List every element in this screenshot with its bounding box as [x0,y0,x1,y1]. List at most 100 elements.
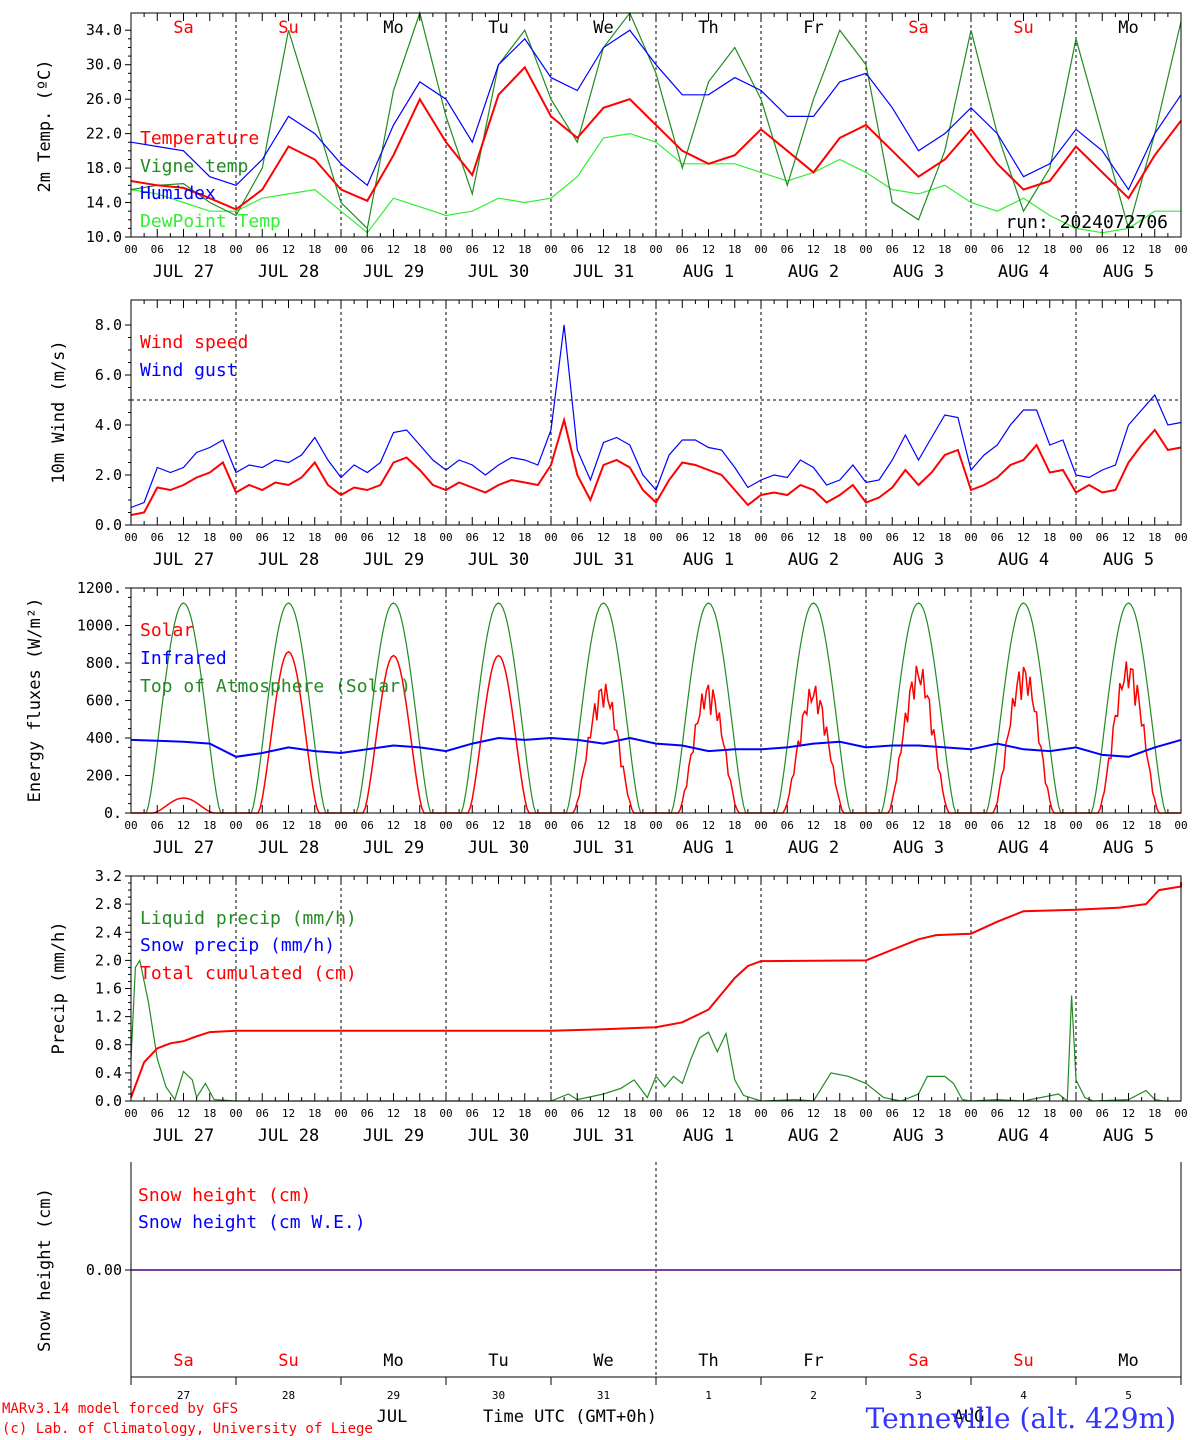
legend-snow-precip: Snow precip (mm/h) [140,935,335,956]
y-tick-label: 1.2 [95,1008,122,1026]
x-hour-label: 06 [676,531,689,544]
x-hour-label: 00 [649,819,662,832]
x-hour-label: 12 [912,531,925,544]
legend-vigne-temp: Vigne temp [140,156,248,177]
x-hour-label: 18 [413,531,426,544]
y-tick-label: 8.0 [95,316,122,334]
x-hour-label: 12 [387,1107,400,1120]
x-hour-label: 06 [151,243,164,256]
x-hour-label: 12 [912,819,925,832]
y-tick-label: 400. [86,729,122,747]
day-number-label: 1 [705,1389,712,1402]
x-hour-label: 18 [728,243,741,256]
x-hour-label: 18 [308,819,321,832]
y-tick-label: 1000. [77,617,122,635]
date-label: AUG 3 [893,550,944,570]
weekday-label-bottom: Th [698,1351,718,1371]
weekday-label-top: Mo [1118,18,1138,38]
x-hour-label: 00 [964,1107,977,1120]
x-hour-label: 00 [964,819,977,832]
date-label: AUG 5 [1103,262,1154,282]
x-hour-label: 12 [492,243,505,256]
temperature-panel: 2m Temp. (ºC) 10.0 14.0 18.0 22.0 26.0 30.0 34… [35,10,1188,282]
x-hour-label: 00 [1069,531,1082,544]
x-hour-label: 06 [151,1107,164,1120]
x-hour-label: 12 [177,531,190,544]
y-tick-label: 10.0 [86,228,122,246]
x-hour-label: 18 [728,819,741,832]
date-label: AUG 5 [1103,550,1154,570]
x-hour-label: 12 [492,1107,505,1120]
y-tick-label: 2.8 [95,895,122,913]
y-tick-label: 600. [86,692,122,710]
x-hour-label: 18 [518,531,531,544]
x-hour-label: 06 [991,243,1004,256]
x-hour-label: 00 [1069,243,1082,256]
date-label: AUG 1 [683,550,734,570]
model-credit: MARv3.14 model forced by GFS [2,1401,238,1417]
date-label: JUL 30 [468,838,529,858]
x-hour-label: 00 [439,243,452,256]
x-hour-label: 06 [256,531,269,544]
x-hour-label: 18 [413,819,426,832]
date-label: JUL 28 [258,1126,319,1146]
date-label: JUL 31 [573,550,634,570]
x-hour-label: 18 [1043,531,1056,544]
x-hour-label: 00 [334,819,347,832]
x-hour-label: 06 [466,531,479,544]
series-line-2 [130,29,1182,191]
energy-ylabel: Energy fluxes (W/m²) [25,598,45,803]
x-hour-label: 12 [597,1107,610,1120]
weekday-label-bottom: Mo [383,1351,403,1371]
day-number-label: 3 [915,1389,922,1402]
y-tick-label: 26.0 [86,90,122,108]
x-hour-label: 18 [518,243,531,256]
x-hour-label: 06 [466,243,479,256]
x-hour-label: 06 [151,819,164,832]
x-hour-label: 12 [702,1107,715,1120]
x-hour-label: 12 [807,1107,820,1120]
x-hour-label: 00 [334,1107,347,1120]
x-hour-label: 18 [623,819,636,832]
x-hour-label: 00 [544,1107,557,1120]
x-hour-label: 18 [938,819,951,832]
x-hour-label: 18 [1148,1107,1161,1120]
day-number-label: 5 [1125,1389,1132,1402]
date-label: AUG 5 [1103,1126,1154,1146]
date-label: JUL 28 [258,262,319,282]
x-hour-label: 06 [991,819,1004,832]
x-hour-label: 12 [1122,819,1135,832]
x-hour-label: 12 [387,243,400,256]
date-label: JUL 29 [363,838,424,858]
x-hour-label: 06 [256,243,269,256]
date-label: JUL 28 [258,838,319,858]
day-number-label: 27 [177,1389,190,1402]
y-tick-label: 2.0 [95,466,122,484]
date-label: AUG 3 [893,262,944,282]
x-hour-label: 00 [229,531,242,544]
x-hour-label: 06 [1096,531,1109,544]
date-label: AUG 1 [683,838,734,858]
x-hour-label: 00 [859,819,872,832]
x-hour-label: 18 [203,531,216,544]
x-hour-label: 12 [1122,243,1135,256]
x-hour-label: 06 [676,243,689,256]
month-jul: JUL [377,1407,408,1427]
x-hour-label: 00 [439,819,452,832]
weekday-label-bottom: Su [278,1351,298,1371]
x-hour-label: 18 [518,819,531,832]
series-line-total [130,882,1182,1098]
x-hour-label: 18 [833,1107,846,1120]
y-tick-label: 0.00 [86,1261,122,1279]
date-label: AUG 3 [893,1126,944,1146]
footer: MARv3.14 model forced by GFS (c) Lab. of… [2,1401,1176,1437]
x-hour-label: 00 [1069,1107,1082,1120]
date-label: JUL 29 [363,550,424,570]
x-hour-label: 12 [1017,243,1030,256]
x-hour-label: 00 [1174,243,1187,256]
x-hour-label: 00 [964,531,977,544]
x-axis-title: Time UTC (GMT+0h) [483,1407,657,1427]
legend-snow-height: Snow height (cm) [138,1185,311,1206]
x-hour-label: 06 [466,1107,479,1120]
x-hour-label: 12 [282,819,295,832]
